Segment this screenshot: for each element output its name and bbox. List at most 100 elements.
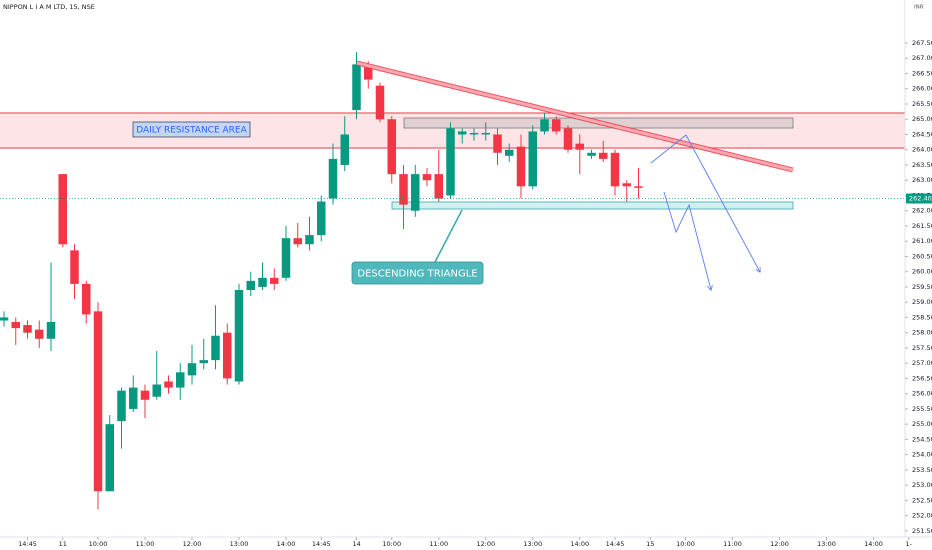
- x-tick-label: 13:00: [230, 540, 249, 548]
- y-tick-label: 267.50: [912, 39, 932, 47]
- candle-body: [117, 390, 126, 422]
- y-tick-label: 255.50: [912, 405, 932, 413]
- y-tick-label: 261.00: [912, 237, 932, 245]
- y-tick-label: 264.00: [912, 146, 932, 154]
- annotation-box: [132, 121, 251, 138]
- y-tick-label: 260.50: [912, 252, 932, 260]
- candle-body: [164, 381, 173, 388]
- candle-body: [599, 152, 608, 159]
- y-tick-label: 264.50: [912, 130, 932, 138]
- candle-body: [481, 132, 491, 135]
- x-tick-label: 14:45: [606, 540, 625, 548]
- x-tick-label: 11:00: [429, 540, 448, 548]
- candle-body: [352, 64, 361, 111]
- y-tick-label: 255.00: [912, 420, 932, 428]
- candle-body: [234, 289, 244, 382]
- candle-body: [516, 146, 526, 187]
- x-tick-label: 14: [352, 540, 360, 548]
- candle-body: [293, 238, 302, 245]
- candle-body: [375, 85, 385, 120]
- candle-body: [422, 174, 432, 181]
- candle-body: [634, 186, 643, 188]
- x-tick-label: 12:00: [183, 540, 202, 548]
- last-price-tag: [906, 193, 932, 204]
- y-tick-label: 257.00: [912, 359, 932, 367]
- candle-body: [528, 131, 538, 187]
- chart-title: NIPPON L I A M LTD, 15, NSE: [3, 3, 95, 11]
- candle-body: [364, 67, 373, 80]
- candle-body: [81, 283, 91, 315]
- annotation-pointer: [434, 209, 463, 263]
- y-tick-label: 257.50: [912, 344, 932, 352]
- candle-body: [175, 372, 185, 388]
- candle-body: [563, 128, 573, 150]
- annotation-text: DAILY RESISTANCE AREA: [136, 126, 247, 136]
- y-tick-label: 266.00: [912, 85, 932, 93]
- candle-body: [46, 322, 56, 339]
- x-tick-label: 11: [59, 540, 67, 548]
- candle-body: [211, 335, 220, 361]
- x-tick-label: 12:00: [770, 540, 789, 548]
- candle-body: [222, 332, 232, 379]
- y-tick-label: 266.50: [912, 69, 932, 77]
- candle-body: [622, 183, 632, 187]
- x-tick-label: 14:45: [18, 540, 37, 548]
- y-tick-label: 265.00: [912, 115, 932, 123]
- y-tick-label: 265.50: [912, 100, 932, 108]
- currency: INR: [914, 5, 924, 11]
- y-tick-label: 259.00: [912, 298, 932, 306]
- candles: [0, 52, 905, 510]
- candle-body: [340, 134, 350, 165]
- y-tick-label: 258.00: [912, 329, 932, 337]
- candle-body: [305, 235, 314, 245]
- x-tick-label: 13:00: [523, 540, 542, 548]
- candle-body: [540, 119, 549, 132]
- candle-body: [446, 128, 455, 196]
- x-tick-label: 11:00: [136, 540, 155, 548]
- annotation-box: [351, 261, 484, 285]
- y-tick-label: 261.50: [912, 222, 932, 230]
- y-tick-label: 262.00: [912, 207, 932, 215]
- projection-arrow: [650, 134, 760, 272]
- candle-body: [23, 325, 32, 333]
- candle-body: [199, 360, 208, 364]
- candle-body: [70, 250, 79, 284]
- candle-body: [128, 387, 138, 409]
- x-tick-label: 10:00: [676, 540, 695, 548]
- candle-body: [152, 384, 161, 397]
- candle-body: [610, 152, 620, 187]
- y-tick-label: 253.50: [912, 466, 932, 474]
- y-tick-label: 256.00: [912, 390, 932, 398]
- candle-body: [246, 280, 255, 290]
- y-tick-label: 263.00: [912, 176, 932, 184]
- x-tick-label: 14:00: [864, 540, 883, 548]
- axes: 251.50 252.00 252.50 253.00 253.50 254.00 254.…: [18, 39, 932, 548]
- y-tick-label: 256.50: [912, 374, 932, 382]
- candle-body: [140, 390, 150, 400]
- candle-body: [269, 277, 279, 284]
- support-box: [391, 201, 794, 210]
- candle-body: [434, 174, 444, 199]
- candle-body: [411, 174, 420, 211]
- candle-body: [258, 277, 267, 287]
- candle-body: [58, 174, 67, 245]
- candle-body: [587, 152, 596, 156]
- candle-body: [187, 363, 197, 376]
- x-tick-label: 14:00: [277, 540, 296, 548]
- candle-body: [0, 317, 9, 321]
- x-tick-label: 12:00: [476, 540, 495, 548]
- candle-body: [11, 322, 20, 329]
- x-tick-label: 14:00: [570, 540, 589, 548]
- y-tick-label: 254.00: [912, 451, 932, 459]
- candle-body: [34, 329, 44, 339]
- y-tick-label: 260.00: [912, 268, 932, 276]
- y-tick-label: 252.50: [912, 496, 932, 504]
- candle-body: [105, 424, 114, 492]
- candle-body: [281, 238, 291, 278]
- projection-arrow: [663, 191, 711, 290]
- y-tick-label: 267.00: [912, 54, 932, 62]
- y-tick-label: 263.50: [912, 161, 932, 169]
- x-tick-label: 10:00: [382, 540, 401, 548]
- last-price-label: 262.40: [909, 195, 932, 203]
- y-tick-label: 252.00: [912, 512, 932, 520]
